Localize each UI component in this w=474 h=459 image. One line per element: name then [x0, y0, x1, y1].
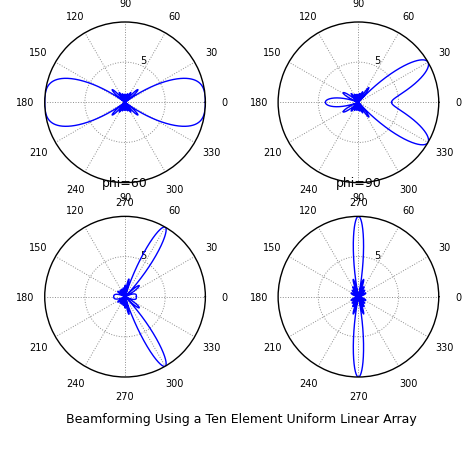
- Title: phi=60: phi=60: [102, 177, 148, 190]
- Title: phi=90: phi=90: [336, 177, 381, 190]
- Text: Beamforming Using a Ten Element Uniform Linear Array: Beamforming Using a Ten Element Uniform …: [66, 412, 417, 425]
